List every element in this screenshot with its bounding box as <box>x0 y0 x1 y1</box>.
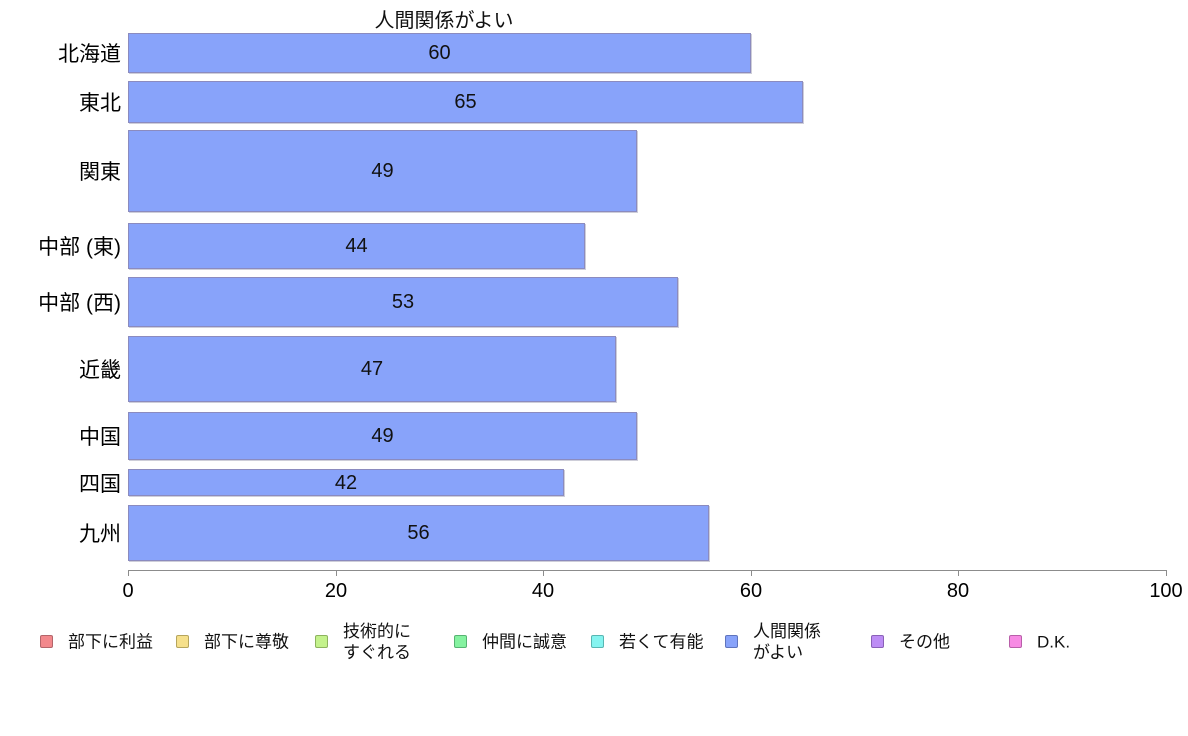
bar-value-label: 53 <box>391 291 415 313</box>
y-axis-label: 四国 <box>79 472 121 496</box>
legend-label: 部下に利益 <box>68 632 153 652</box>
legend-swatch <box>871 635 884 648</box>
legend-label: 部下に尊敬 <box>204 632 289 652</box>
x-axis-tick <box>128 570 129 576</box>
legend-swatch <box>176 635 189 648</box>
legend-label: 若くて有能 <box>619 632 704 652</box>
x-axis-tick <box>958 570 959 576</box>
bar: 65 <box>128 81 803 123</box>
chart-title: 人間関係がよい <box>374 10 514 32</box>
bar-value-label: 65 <box>454 91 477 113</box>
bar: 60 <box>128 33 751 73</box>
legend-label: 仲間に誠意 <box>482 632 567 652</box>
legend-label: D.K. <box>1037 632 1071 652</box>
bar-value-label: 49 <box>371 160 394 182</box>
x-axis-tick-label: 100 <box>1149 580 1183 602</box>
bar-value-label: 47 <box>360 358 384 380</box>
bar-value-label: 44 <box>345 235 368 257</box>
legend-swatch <box>1009 635 1022 648</box>
legend-swatch <box>315 635 328 648</box>
x-axis-tick-label: 60 <box>739 580 763 602</box>
bar: 42 <box>128 469 564 496</box>
x-axis-tick <box>751 570 752 576</box>
bar-value-label: 60 <box>428 42 451 64</box>
y-axis-label: 中部 (東) <box>38 236 121 259</box>
legend-label: その他 <box>899 632 950 652</box>
bar: 44 <box>128 223 585 269</box>
legend-label: 技術的に すぐれる <box>343 622 411 662</box>
x-axis-tick <box>1166 570 1167 576</box>
y-axis-label: 中部 (西) <box>38 292 121 315</box>
y-axis-label: 近畿 <box>79 359 121 382</box>
legend-swatch <box>454 635 467 648</box>
x-axis-tick-label: 0 <box>122 580 134 602</box>
x-axis-tick-label: 40 <box>531 580 555 602</box>
x-axis-tick-label: 80 <box>946 580 970 602</box>
bar-value-label: 56 <box>407 522 430 544</box>
bar: 47 <box>128 336 616 402</box>
bar: 49 <box>128 412 637 460</box>
legend-swatch <box>591 635 604 648</box>
legend-swatch <box>725 635 738 648</box>
bar: 53 <box>128 277 678 327</box>
x-axis-tick <box>336 570 337 576</box>
y-axis-label: 東北 <box>79 92 121 115</box>
bar: 49 <box>128 130 637 212</box>
x-axis-line <box>128 570 1167 571</box>
y-axis-label: 北海道 <box>58 43 121 66</box>
y-axis-label: 関東 <box>79 161 121 184</box>
x-axis-tick-label: 20 <box>324 580 348 602</box>
y-axis-label: 中国 <box>79 426 121 449</box>
legend-swatch <box>40 635 53 648</box>
x-axis-tick <box>543 570 544 576</box>
y-axis-label: 九州 <box>79 523 121 546</box>
bar-value-label: 42 <box>334 471 358 494</box>
legend-label: 人間関係 がよい <box>753 622 821 662</box>
bar: 56 <box>128 505 709 561</box>
bar-value-label: 49 <box>371 425 394 447</box>
